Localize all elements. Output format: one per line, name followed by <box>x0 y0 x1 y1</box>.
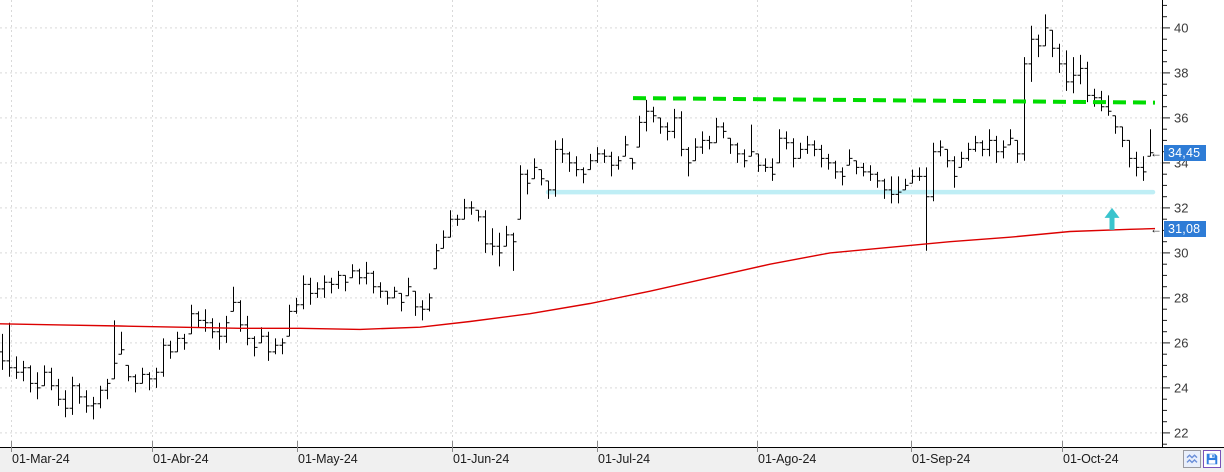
zigzag-wave-icon <box>1186 454 1198 464</box>
y-axis-tick-label: 26 <box>1174 335 1188 350</box>
month-label: 01-Jun-24 <box>453 452 510 466</box>
month-label: 01-Oct-24 <box>1063 452 1119 466</box>
month-label: 01-Mar-24 <box>12 452 70 466</box>
floppy-disk-save-icon <box>1206 453 1218 465</box>
y-axis-tick-label: 24 <box>1174 380 1188 395</box>
moving-average-line <box>0 227 1156 331</box>
month-label: 01-Sep-24 <box>912 452 971 466</box>
month-label: 01-Abr-24 <box>153 452 209 466</box>
y-axis-tick-label: 32 <box>1174 200 1188 215</box>
month-tick <box>757 447 758 452</box>
y-axis-tick-label: 28 <box>1174 290 1188 305</box>
y-axis-tick-label: 30 <box>1174 245 1188 260</box>
y-axis-tick-label: 36 <box>1174 110 1188 125</box>
y-axis-tick-label: 40 <box>1174 20 1188 35</box>
price-chart-plot[interactable]: 40 38 36 34 32 30 28 26 24 22 <box>0 0 1224 448</box>
buy-signal-arrow-icon <box>1104 207 1120 230</box>
month-label: 01-Jul-24 <box>598 452 651 466</box>
month-tick <box>911 447 912 452</box>
price-bars <box>0 14 1154 420</box>
wave-indicator-button[interactable] <box>1183 450 1201 468</box>
month-tick <box>597 447 598 452</box>
month-tick <box>152 447 153 452</box>
month-label: 01-Ago-24 <box>758 452 817 466</box>
month-tick <box>297 447 298 452</box>
resistance-trendline <box>632 96 1156 105</box>
month-tick <box>11 447 12 452</box>
y-axis-tick-label: 22 <box>1174 425 1188 440</box>
y-axis-tick-label: 38 <box>1174 65 1188 80</box>
month-label: 01-May-24 <box>298 452 358 466</box>
chart-toolbar <box>1183 450 1221 468</box>
save-button[interactable] <box>1203 450 1221 468</box>
month-tick <box>452 447 453 452</box>
month-tick <box>1062 447 1063 452</box>
x-axis-strip: 01-Mar-24 01-Abr-24 01-May-24 01-Jun-24 01-J… <box>0 447 1224 472</box>
y-axis-tick-label: 34 <box>1174 155 1188 170</box>
